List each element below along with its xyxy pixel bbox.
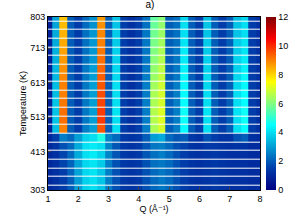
svg-text:803: 803 [30, 12, 45, 22]
svg-text:6: 6 [278, 99, 283, 109]
svg-text:Temperature (K): Temperature (K) [18, 71, 28, 136]
svg-text:10: 10 [278, 41, 288, 51]
svg-text:413: 413 [30, 147, 45, 157]
svg-text:8: 8 [257, 194, 262, 204]
svg-text:0: 0 [278, 185, 283, 195]
svg-text:303: 303 [30, 185, 45, 195]
svg-text:513: 513 [30, 112, 45, 122]
svg-text:12: 12 [278, 12, 288, 22]
svg-text:613: 613 [30, 78, 45, 88]
svg-text:4: 4 [136, 194, 141, 204]
svg-text:4: 4 [278, 127, 283, 137]
svg-text:Q (Å⁻¹): Q (Å⁻¹) [139, 204, 168, 214]
svg-text:3: 3 [106, 194, 111, 204]
svg-text:a): a) [146, 0, 155, 10]
svg-text:2: 2 [278, 156, 283, 166]
svg-text:7: 7 [227, 194, 232, 204]
svg-text:5: 5 [167, 194, 172, 204]
svg-text:1: 1 [45, 194, 50, 204]
svg-text:8: 8 [278, 70, 283, 80]
svg-text:2: 2 [76, 194, 81, 204]
svg-text:6: 6 [197, 194, 202, 204]
svg-text:713: 713 [30, 43, 45, 53]
